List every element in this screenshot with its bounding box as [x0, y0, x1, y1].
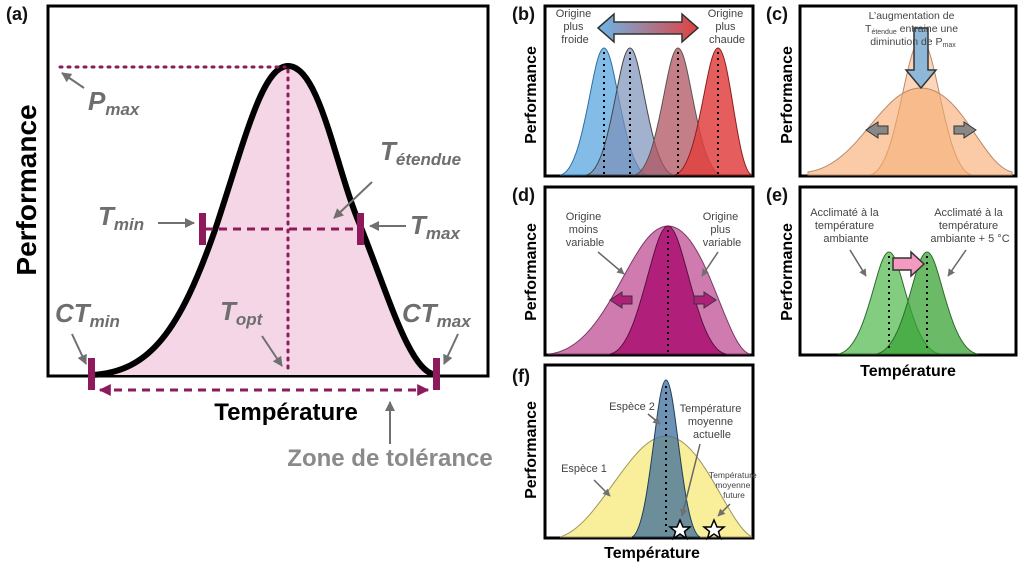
future-temp-star	[701, 518, 727, 541]
panel-a: (a) Performance Température Pmax Tétendu…	[6, 4, 493, 472]
more-variable-label: Origine plus variable	[703, 211, 742, 249]
panel-f-frame	[543, 363, 755, 540]
panel-f-ylabel: Performance	[523, 401, 540, 499]
species-2-label: Espèce 2	[609, 401, 655, 413]
topt-pointer	[261, 335, 283, 367]
pmax-label: Pmax	[88, 86, 141, 119]
ambient-pointer	[849, 249, 867, 277]
narrow-left-arrow	[609, 291, 633, 309]
panel-b-label: (b)	[512, 4, 535, 24]
tetendue-label: Tétendue	[380, 136, 461, 169]
ambient-plus5-pointer	[947, 249, 967, 277]
widen-right-arrow-d	[693, 291, 717, 309]
more-variable-pointer	[701, 251, 719, 277]
acclimation-shift-arrow	[892, 250, 926, 278]
panel-f: (f) Performance Température Espèce 2 Esp…	[512, 363, 759, 562]
cold-origin-label: Origine plus froide	[556, 8, 595, 46]
panel-a-ylabel: Performance	[11, 104, 42, 275]
panel-c-caption: L’augmentation de Tétendue entraine une …	[865, 10, 961, 49]
panel-c-frame	[798, 4, 1018, 178]
panel-e-label: (e)	[766, 185, 788, 205]
panel-a-xlabel: Température	[214, 399, 358, 426]
panel-b-ylabel: Performance	[523, 46, 540, 144]
panel-d-ylabel: Performance	[523, 223, 540, 321]
zone-label: Zone de tolérance	[287, 445, 492, 472]
panel-b: (b) Performance Origine plus froide Orig…	[512, 4, 755, 178]
panel-e-ylabel: Performance	[779, 223, 796, 321]
future-temp-pointer	[717, 503, 731, 517]
hot-origin-label: Origine plus chaude	[708, 8, 747, 46]
ctmax-label: CTmax	[402, 298, 472, 331]
panel-d-frame	[543, 185, 755, 357]
cold-hot-double-arrow	[596, 12, 700, 44]
tmin-marker	[199, 213, 206, 245]
species-1-label: Espèce 1	[561, 463, 607, 475]
curve-ambient-plus5	[875, 251, 979, 355]
ctmin-marker	[88, 358, 95, 390]
tmin-label: Tmin	[98, 201, 144, 234]
ambient-plus5-label: Acclimaté à la température ambiante + 5 …	[930, 207, 1009, 245]
ambient-label: Acclimaté à la température ambiante	[810, 207, 882, 245]
tpc-fill	[92, 66, 436, 375]
topt-label: Topt	[220, 296, 264, 329]
species-1-pointer	[593, 479, 611, 497]
current-temp-pointer	[679, 443, 701, 517]
ctmax-marker	[433, 358, 440, 390]
widen-right-arrow	[953, 121, 977, 139]
tmax-label: Tmax	[410, 210, 461, 243]
current-temp-star	[667, 518, 693, 541]
less-variable-pointer	[597, 251, 625, 275]
panel-c-label: (c)	[766, 4, 788, 24]
ctmax-pointer	[443, 333, 459, 365]
tetendue-pointer	[333, 181, 373, 219]
panel-c: (c) Performance L’augmentation de Tétend…	[766, 4, 1018, 178]
panel-f-xlabel: Température	[604, 545, 700, 562]
panel-c-ylabel: Performance	[779, 46, 796, 144]
widen-left-arrow	[865, 121, 889, 139]
panel-e-xlabel: Température	[860, 363, 956, 380]
ctmin-label: CTmin	[55, 298, 120, 331]
pmax-pointer	[61, 72, 85, 89]
panel-a-frame	[46, 4, 490, 378]
ctmin-pointer	[71, 333, 87, 365]
species-2-pointer	[647, 413, 661, 425]
panel-d-label: (d)	[512, 185, 535, 205]
panel-f-label: (f)	[512, 366, 530, 386]
tpc-curve	[91, 62, 437, 378]
less-variable-label: Origine moins variable	[566, 211, 605, 249]
panel-a-label: (a)	[6, 4, 28, 24]
panel-e: (e) Performance Température Acclimaté à …	[766, 185, 1018, 380]
panel-d: (d) Performance Origine moins variable O…	[512, 185, 755, 357]
panel-e-frame	[798, 185, 1018, 357]
pmax-decrease-arrow	[904, 27, 938, 90]
curve-hot-origin	[673, 47, 753, 176]
panel-b-frame	[543, 4, 755, 178]
tmax-marker	[357, 213, 364, 245]
current-temp-label: Température moyenne actuelle	[680, 403, 745, 441]
curve-wide-tpc	[807, 87, 1013, 176]
future-temp-label: Température moyenne future	[709, 470, 759, 500]
